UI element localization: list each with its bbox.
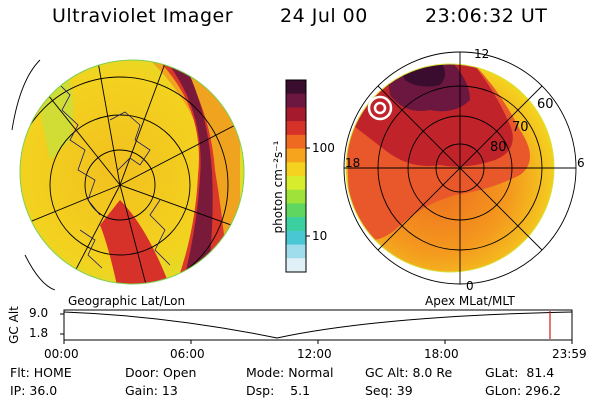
apex-panel-label: Apex MLat/MLT [425, 294, 515, 308]
status-flt: Flt: HOME [10, 365, 72, 380]
colorbar-tick-10: 10 [312, 229, 328, 243]
alt-plot-xtick: 06:00 [170, 347, 205, 361]
colorbar-segment [286, 203, 306, 218]
altitude-curve [63, 311, 573, 339]
colorbar-segment [286, 107, 306, 122]
colorbar-segment [286, 80, 306, 95]
alt-plot-ylabel: GC Alt [7, 306, 21, 344]
status-gain: Gain: 13 [125, 383, 178, 398]
colorbar-segment [286, 93, 306, 108]
status-dsp: Dsp: 5.1 [246, 383, 311, 398]
geographic-panel-label: Geographic Lat/Lon [68, 294, 186, 308]
alt-plot-ytick-bottom: 1.8 [29, 326, 49, 340]
alt-plot-xtick: 00:00 [44, 347, 79, 361]
colorbar-segment [286, 162, 306, 177]
mlt-12-label: 12 [474, 47, 490, 61]
colorbar-segment [286, 217, 306, 232]
app-title: Ultraviolet Imager [52, 5, 234, 27]
alt-plot-xtick: 18:00 [424, 347, 459, 361]
status-mode: Mode: Normal [246, 365, 334, 380]
status-gc-alt: GC Alt: 8.0 Re [365, 365, 453, 380]
colorbar-segment [286, 134, 306, 150]
image-date: 24 Jul 00 [280, 5, 368, 27]
mlt-6-label: 6 [577, 156, 585, 170]
mlt-0-label: 0 [466, 279, 474, 293]
colorbar-segment [286, 244, 306, 259]
mlat-60-label: 60 [537, 97, 554, 112]
colorbar-unit-label: photon cm⁻²s⁻¹ [271, 140, 285, 234]
colorbar-segment [286, 176, 306, 191]
colorbar-segment [286, 148, 306, 163]
alt-plot-xtick: 23:59 [552, 347, 587, 361]
image-time: 23:06:32 UT [425, 5, 548, 27]
status-seq: Seq: 39 [365, 383, 413, 398]
mlat-80-label: 80 [490, 140, 507, 155]
colorbar-segment [286, 258, 306, 273]
colorbar-segment [286, 189, 306, 204]
colorbar-segment [286, 230, 306, 246]
status-door: Door: Open [125, 365, 197, 380]
status-ip: IP: 36.0 [10, 383, 58, 398]
status-glon: GLon: 296.2 [485, 383, 561, 398]
mlt-18-label: 18 [345, 156, 361, 170]
colorbar-segment [286, 121, 306, 136]
mlat-70-label: 70 [512, 120, 529, 135]
colorbar-tick-100: 100 [312, 141, 335, 155]
colorbar [286, 80, 306, 273]
status-glat: GLat: 81.4 [485, 365, 555, 380]
alt-plot-ytick-top: 9.0 [29, 306, 49, 320]
alt-plot-xtick: 12:00 [297, 347, 332, 361]
